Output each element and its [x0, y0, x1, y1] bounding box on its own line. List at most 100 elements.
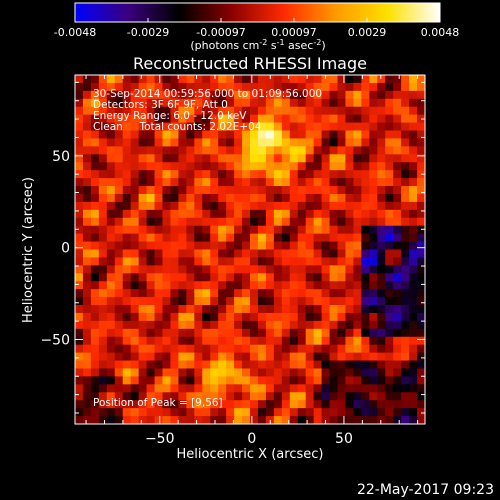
- heatmap-cell: [186, 130, 195, 139]
- heatmap-cell: [289, 416, 299, 425]
- heatmap-cell: [417, 368, 426, 377]
- heatmap-cell: [250, 241, 259, 250]
- heatmap-cell: [90, 130, 100, 139]
- heatmap-cell: [154, 281, 163, 290]
- heatmap-cell: [234, 122, 243, 131]
- heatmap-cell: [409, 209, 418, 219]
- heatmap-cell: [345, 297, 354, 306]
- heatmap-cell: [202, 106, 211, 116]
- heatmap-cell: [289, 201, 299, 211]
- heatmap-cell: [393, 328, 402, 338]
- heatmap-cell: [194, 344, 203, 354]
- heatmap-cell: [146, 297, 155, 306]
- heatmap-cell: [345, 122, 354, 131]
- heatmap-cell: [345, 360, 354, 369]
- heatmap-cell: [75, 225, 84, 235]
- heatmap-cell: [146, 360, 155, 369]
- heatmap-cell: [130, 154, 140, 163]
- heatmap-cell: [313, 360, 322, 369]
- heatmap-cell: [289, 193, 299, 203]
- heatmap-cell: [297, 408, 307, 417]
- heatmap-cell: [242, 281, 251, 290]
- heatmap-cell: [265, 201, 275, 211]
- heatmap-cell: [257, 201, 267, 211]
- heatmap-cell: [130, 336, 140, 346]
- heatmap-cell: [170, 233, 179, 242]
- heatmap-cell: [154, 186, 163, 195]
- heatmap-cell: [130, 98, 140, 108]
- heatmap-cell: [170, 201, 179, 211]
- heatmap-cell: [289, 289, 299, 298]
- heatmap-cell: [281, 178, 291, 187]
- heatmap-cell: [114, 114, 124, 123]
- heatmap-cell: [226, 241, 235, 250]
- heatmap-cell: [377, 225, 386, 235]
- heatmap-cell: [297, 154, 307, 163]
- heatmap-cell: [369, 170, 378, 179]
- heatmap-cell: [122, 312, 132, 322]
- heatmap-cell: [114, 257, 124, 266]
- heatmap-cell: [401, 328, 410, 338]
- heatmap-cell: [218, 376, 227, 385]
- heatmap-cell: [385, 305, 394, 314]
- heatmap-cell: [98, 368, 108, 377]
- heatmap-cell: [194, 98, 203, 108]
- heatmap-cell: [337, 392, 346, 401]
- heatmap-cell: [409, 217, 418, 227]
- heatmap-cell: [305, 225, 315, 235]
- heatmap-cell: [393, 289, 402, 298]
- heatmap-cell: [250, 289, 259, 298]
- heatmap-cell: [273, 146, 283, 155]
- heatmap-cell: [90, 106, 100, 116]
- heatmap-cell: [393, 257, 402, 266]
- heatmap-cell: [385, 273, 394, 282]
- heatmap-cell: [305, 320, 315, 330]
- heatmap-cell: [178, 186, 187, 195]
- heatmap-cell: [154, 130, 163, 139]
- heatmap-cell: [305, 368, 315, 377]
- heatmap-cell: [202, 82, 211, 92]
- heatmap-cell: [297, 225, 307, 235]
- heatmap-cell: [393, 178, 402, 187]
- heatmap-cell: [226, 320, 235, 330]
- heatmap-cell: [114, 82, 124, 92]
- heatmap-cell: [114, 281, 124, 290]
- heatmap-cell: [218, 90, 227, 100]
- heatmap-cell: [154, 154, 163, 163]
- heatmap-cell: [82, 106, 92, 116]
- heatmap-cell: [194, 241, 203, 250]
- heatmap-cell: [242, 312, 251, 322]
- heatmap-cell: [162, 281, 171, 290]
- heatmap-cell: [130, 297, 140, 306]
- heatmap-cell: [138, 209, 147, 219]
- heatmap-cell: [313, 201, 322, 211]
- heatmap-cell: [337, 368, 346, 377]
- heatmap-cell: [202, 122, 211, 131]
- heatmap-cell: [202, 281, 211, 290]
- heatmap-cell: [82, 122, 92, 131]
- heatmap-cell: [226, 289, 235, 298]
- heatmap-cell: [329, 320, 338, 330]
- heatmap-cell: [242, 162, 251, 171]
- heatmap-cell: [106, 320, 116, 330]
- heatmap-cell: [146, 265, 155, 274]
- heatmap-cell: [154, 289, 163, 298]
- heatmap-cell: [297, 392, 307, 401]
- heatmap-cell: [273, 90, 283, 100]
- heatmap-cell: [178, 146, 187, 155]
- heatmap-cell: [218, 201, 227, 211]
- heatmap-cell: [281, 193, 291, 203]
- heatmap-cell: [361, 217, 370, 227]
- heatmap-cell: [218, 368, 227, 377]
- heatmap-cell: [393, 170, 402, 179]
- heatmap-cell: [194, 122, 203, 131]
- heatmap-cell: [393, 82, 402, 92]
- heatmap-cell: [146, 98, 155, 108]
- heatmap-cell: [417, 281, 426, 290]
- heatmap-cell: [154, 122, 163, 131]
- heatmap-cell: [401, 344, 410, 354]
- heatmap-cell: [377, 257, 386, 266]
- heatmap-cell: [337, 170, 346, 179]
- heatmap-cell: [178, 114, 187, 123]
- heatmap-cell: [337, 186, 346, 195]
